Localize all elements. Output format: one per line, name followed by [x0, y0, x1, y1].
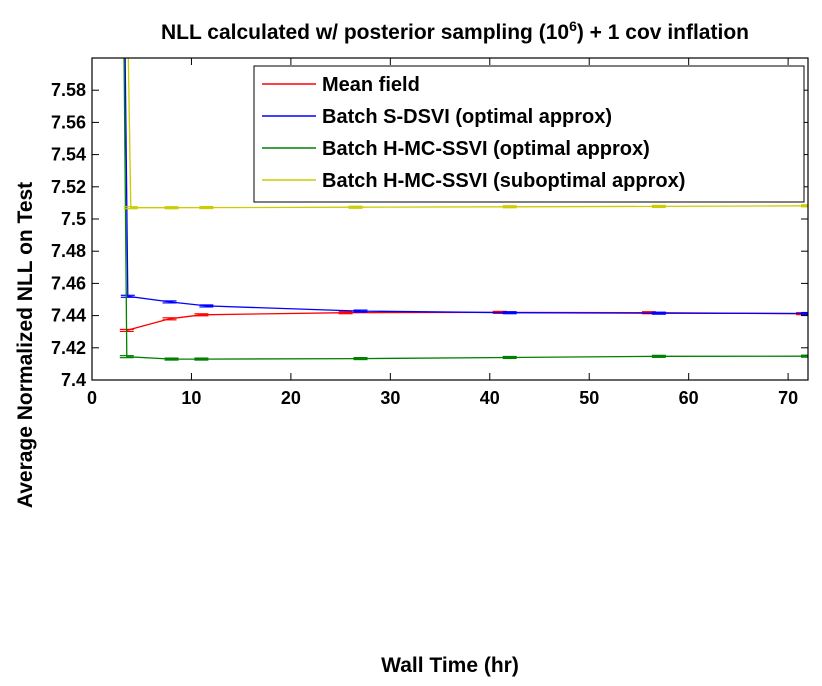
y-tick-label: 7.48	[51, 241, 86, 261]
chart-title-superscript: 6	[569, 18, 577, 34]
x-tick-label: 30	[380, 388, 400, 408]
chart-title-tail: ) + 1 cov inflation	[577, 21, 749, 44]
legend-box	[253, 65, 805, 203]
legend-label-3: Batch H-MC-SSVI (optimal approx)	[322, 138, 650, 160]
tick-layer: 0 10 20 30 40 50 60 70 7.4 7.42 7.44 7.46 7.48 7.5 7.5…	[51, 58, 808, 408]
series-line-4	[127, 58, 808, 209]
chart-title: NLL calculated w/ posterior sampling (10…	[161, 18, 749, 44]
y-axis-label: Average Normalized NLL on Test	[14, 182, 37, 508]
y-tick-label: 7.58	[51, 80, 86, 100]
series-layer	[119, 58, 808, 361]
x-tick-label: 10	[181, 388, 201, 408]
y-tick-label: 7.44	[51, 306, 86, 326]
legend-label-4: Batch H-MC-SSVI (suboptimal approx)	[322, 170, 685, 192]
y-tick-label: 7.56	[51, 112, 86, 132]
y-tick-label: 7.54	[51, 145, 86, 165]
legend-label-2: Batch S-DSVI (optimal approx)	[322, 106, 612, 128]
series-line-1	[126, 311, 804, 332]
x-tick-label: 60	[679, 388, 699, 408]
chart-title-main: NLL calculated w/ posterior sampling (10	[161, 21, 569, 44]
y-tick-label: 7.4	[61, 370, 86, 390]
legend-label-1: Mean field	[322, 74, 420, 96]
y-tick-label: 7.5	[61, 209, 86, 229]
x-tick-label: 0	[87, 388, 97, 408]
x-tick-label: 40	[480, 388, 500, 408]
plot-area-frame	[91, 57, 809, 381]
x-tick-label: 50	[579, 388, 599, 408]
x-axis-label: Wall Time (hr)	[381, 654, 519, 677]
legend: Mean field Batch S-DSVI (optimal approx) B…	[253, 65, 805, 203]
series-line-3	[123, 58, 808, 360]
y-tick-label: 7.46	[51, 273, 86, 293]
y-tick-label: 7.52	[51, 177, 86, 197]
x-tick-label: 70	[778, 388, 798, 408]
x-tick-label: 20	[281, 388, 301, 408]
y-tick-label: 7.42	[51, 338, 86, 358]
